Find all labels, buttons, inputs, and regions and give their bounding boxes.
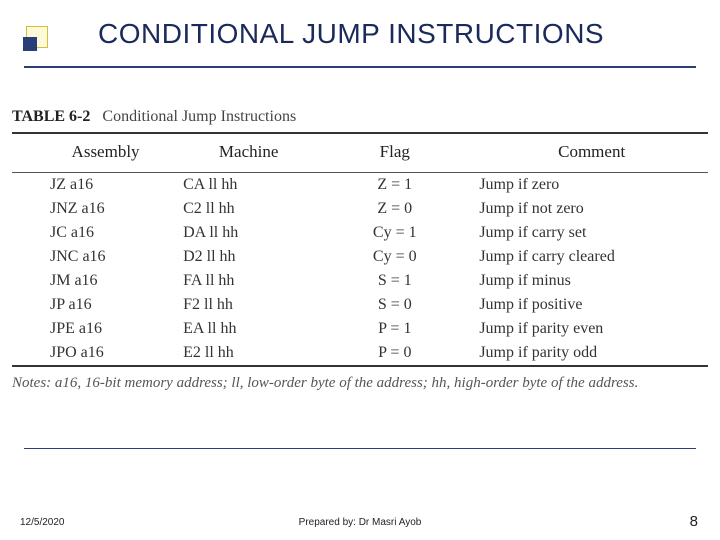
col-header-comment: Comment [471,134,708,172]
table-cell: Jump if parity even [471,317,708,341]
table-cell: JZ a16 [12,173,165,197]
table-cell: E2 ll hh [165,341,318,365]
table-row: JNZ a16C2 ll hhZ = 0Jump if not zero [12,197,708,221]
table-cell: Jump if parity odd [471,341,708,365]
table-cell: JPO a16 [12,341,165,365]
table-row: JPO a16E2 ll hhP = 0Jump if parity odd [12,341,708,365]
table-row: JPE a16EA ll hhP = 1Jump if parity even [12,317,708,341]
table-row: JNC a16D2 ll hhCy = 0Jump if carry clear… [12,245,708,269]
table-caption-label: TABLE 6-2 [12,108,90,125]
table-caption: TABLE 6-2 Conditional Jump Instructions [12,104,708,132]
instruction-table: Assembly Machine Flag Comment [12,134,708,172]
table-cell: FA ll hh [165,269,318,293]
footer-center: Prepared by: Dr Masri Ayob [0,517,720,528]
table-cell: Jump if carry set [471,221,708,245]
table-cell: JP a16 [12,293,165,317]
body-underline [24,448,696,449]
table-header-row: Assembly Machine Flag Comment [12,134,708,172]
table-notes: Notes: a16, 16-bit memory address; ll, l… [12,367,708,392]
instruction-table-region: TABLE 6-2 Conditional Jump Instructions … [12,104,708,392]
table-cell: Jump if carry cleared [471,245,708,269]
notes-lead: Notes: [12,375,51,391]
col-header-flag: Flag [318,134,471,172]
table-cell: Cy = 1 [318,221,471,245]
table-row: JM a16FA ll hhS = 1Jump if minus [12,269,708,293]
col-header-assembly: Assembly [12,134,165,172]
table-cell: Z = 1 [318,173,471,197]
table-cell: P = 0 [318,341,471,365]
slide-title: CONDITIONAL JUMP INSTRUCTIONS [98,18,604,50]
table-cell: DA ll hh [165,221,318,245]
title-underline [24,66,696,68]
table-caption-text: Conditional Jump Instructions [102,108,296,125]
notes-text: a16, 16-bit memory address; ll, low-orde… [51,375,638,391]
instruction-table-body: JZ a16CA ll hhZ = 1Jump if zeroJNZ a16C2… [12,173,708,365]
table-row: JC a16DA ll hhCy = 1Jump if carry set [12,221,708,245]
title-bullet-icon [26,26,48,48]
table-cell: CA ll hh [165,173,318,197]
table-cell: P = 1 [318,317,471,341]
col-header-machine: Machine [165,134,318,172]
table-cell: Jump if not zero [471,197,708,221]
table-cell: Cy = 0 [318,245,471,269]
table-row: JZ a16CA ll hhZ = 1Jump if zero [12,173,708,197]
title-bullet-inner [23,37,37,51]
table-cell: JC a16 [12,221,165,245]
table-cell: Jump if minus [471,269,708,293]
table-cell: Jump if positive [471,293,708,317]
table-cell: S = 0 [318,293,471,317]
table-cell: C2 ll hh [165,197,318,221]
table-cell: Z = 0 [318,197,471,221]
footer-page-number: 8 [690,513,698,530]
table-cell: Jump if zero [471,173,708,197]
slide: CONDITIONAL JUMP INSTRUCTIONS TABLE 6-2 … [0,0,720,540]
table-cell: EA ll hh [165,317,318,341]
table-cell: JNC a16 [12,245,165,269]
table-row: JP a16F2 ll hhS = 0Jump if positive [12,293,708,317]
table-cell: D2 ll hh [165,245,318,269]
table-cell: F2 ll hh [165,293,318,317]
table-cell: S = 1 [318,269,471,293]
table-cell: JPE a16 [12,317,165,341]
table-cell: JNZ a16 [12,197,165,221]
table-cell: JM a16 [12,269,165,293]
